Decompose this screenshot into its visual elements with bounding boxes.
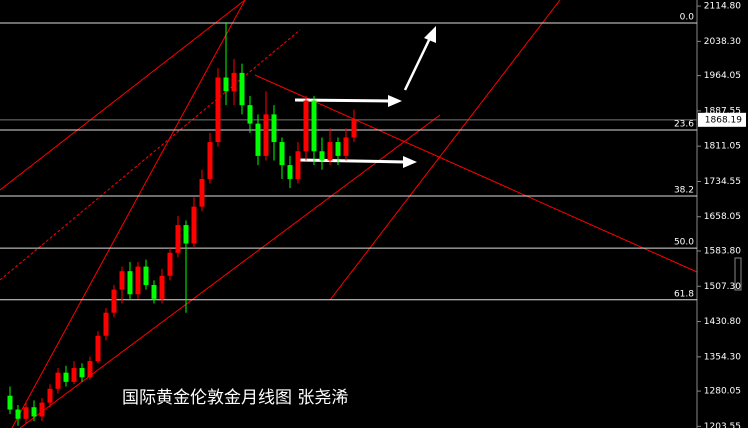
candle-body <box>7 395 13 410</box>
candle-body <box>175 225 181 253</box>
candle-body <box>191 206 197 244</box>
candle-body <box>71 368 77 382</box>
arrow <box>403 37 432 91</box>
y-tick-label: 1583.80 <box>704 246 741 256</box>
candle-body <box>199 178 205 207</box>
channel-line <box>0 0 246 191</box>
candle-body <box>231 72 237 92</box>
candle-body <box>39 402 45 417</box>
y-tick-label: 1887.55 <box>704 106 741 116</box>
arrow-head <box>388 95 402 107</box>
fib-label: 50.0 <box>674 238 694 248</box>
scroll-handle <box>734 257 742 291</box>
candle-body <box>183 225 189 244</box>
candle-body <box>135 266 141 295</box>
candle-body <box>311 100 317 152</box>
candle-body <box>287 165 293 179</box>
candle-body <box>263 114 269 156</box>
candle-body <box>79 368 85 378</box>
candle-body <box>343 137 349 156</box>
channel-line <box>11 0 246 428</box>
candle-body <box>279 142 285 166</box>
candle-body <box>87 361 93 378</box>
resistance-line <box>254 74 698 273</box>
y-tick-label: 1658.05 <box>704 212 741 222</box>
arrows <box>294 26 436 168</box>
candle-body <box>327 142 333 161</box>
candle-body <box>167 252 173 276</box>
y-tick-label: 1430.80 <box>704 317 741 327</box>
candle-body <box>23 407 29 419</box>
y-tick-label: 1354.30 <box>704 352 741 362</box>
y-tick-label: 1507.30 <box>704 282 741 292</box>
candle-body <box>319 151 325 161</box>
candle-body <box>47 388 53 403</box>
fib-label: 0.0 <box>680 13 695 23</box>
candle-body <box>271 114 277 143</box>
candle-body <box>159 275 165 299</box>
candle-body <box>95 335 101 362</box>
fib-label: 23.6 <box>674 120 694 130</box>
channel-line <box>0 29 301 281</box>
candle-body <box>351 119 357 138</box>
candle-body <box>119 271 125 290</box>
y-tick-label: 1964.05 <box>704 71 741 81</box>
arrow-head <box>403 156 417 168</box>
candle-body <box>143 266 149 286</box>
candle-body <box>31 407 37 417</box>
candle-body <box>223 77 229 92</box>
fib-label: 38.2 <box>674 186 694 196</box>
arrow-head <box>424 26 436 43</box>
y-tick-label: 2114.80 <box>704 2 741 12</box>
last-price-label: 1868.19 <box>705 115 742 125</box>
candle-body <box>215 77 221 143</box>
y-tick-label: 1811.05 <box>704 142 741 152</box>
candle-body <box>247 105 253 124</box>
y-tick-label: 2038.30 <box>704 37 741 47</box>
candle-body <box>303 100 309 152</box>
y-tick-label: 1734.55 <box>704 177 741 187</box>
candle-body <box>207 142 213 179</box>
candle-body <box>151 285 157 299</box>
y-tick-label: 1280.05 <box>704 387 741 397</box>
arrow <box>299 158 406 164</box>
candle-body <box>239 72 245 106</box>
arrow <box>294 98 391 103</box>
candle-body <box>15 409 21 419</box>
last-price-box <box>698 112 746 127</box>
channel-line <box>329 0 561 301</box>
candle-body <box>111 289 117 313</box>
chart-title: 国际黄金伦敦金月线图 张尧浠 <box>122 388 348 408</box>
candle-body <box>55 372 61 389</box>
y-tick-label: 1203.55 <box>704 422 741 428</box>
fib-label: 61.8 <box>674 289 694 299</box>
candle-body <box>255 123 261 156</box>
candle-body <box>127 271 133 295</box>
candle-body <box>335 142 341 156</box>
candle-body <box>295 151 301 179</box>
candle-body <box>63 372 69 382</box>
candle-body <box>103 312 109 336</box>
